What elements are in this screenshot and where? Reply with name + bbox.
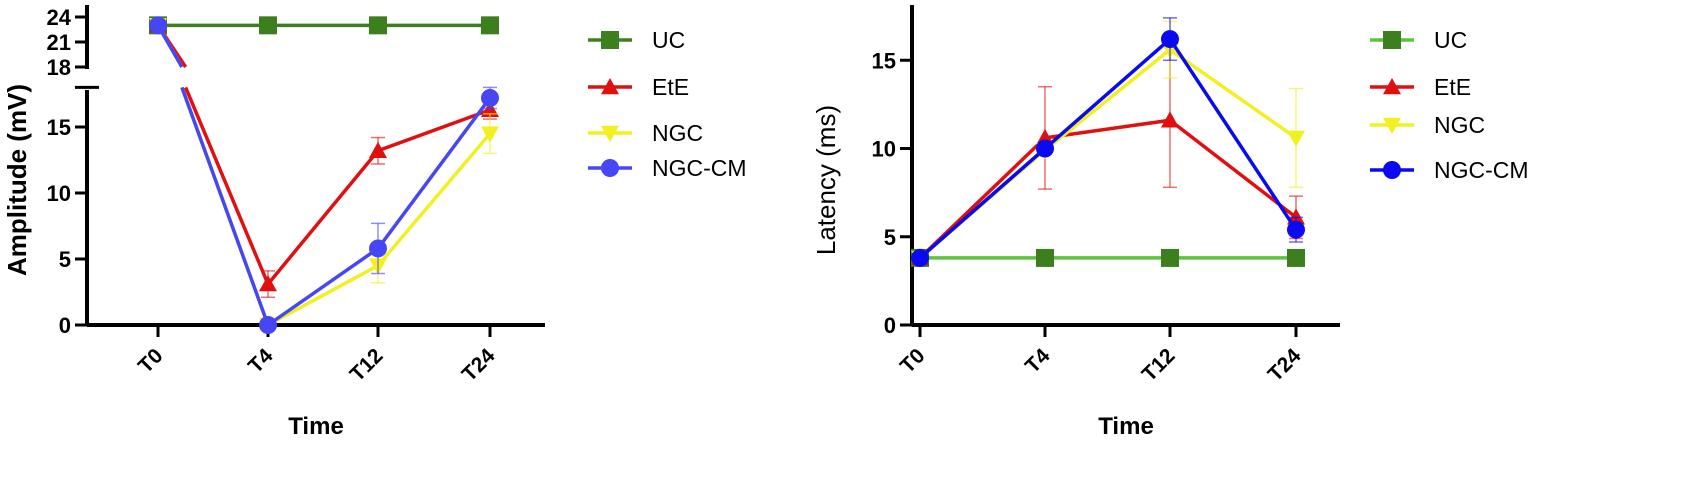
data-point [1161, 30, 1179, 49]
data-point [259, 316, 277, 334]
data-point [911, 248, 929, 267]
legend-item: UC [1370, 27, 1467, 53]
series-line [376, 96, 492, 250]
legend-item: NGC-CM [588, 155, 747, 181]
data-point [1287, 130, 1305, 147]
legend-square-icon [601, 31, 619, 49]
legend-circle-icon [1383, 161, 1401, 179]
legend-label: NGC [1434, 112, 1485, 138]
y-tick-label: 5 [59, 247, 71, 272]
data-point [481, 126, 499, 143]
x-axis-title: Time [1098, 413, 1154, 440]
series-uc [149, 16, 499, 35]
series-line [1168, 118, 1298, 219]
data-point [1036, 139, 1054, 158]
data-point [1287, 220, 1305, 239]
series-line [918, 147, 1047, 260]
legend-triangle-up-icon [601, 78, 619, 95]
legend-item: EtE [1370, 74, 1471, 100]
data-point [259, 275, 277, 292]
data-point [1161, 248, 1179, 267]
legend-item: NGC [1370, 112, 1485, 138]
data-point [369, 16, 387, 35]
legend-item: NGC [588, 120, 703, 146]
series-line [1168, 48, 1298, 140]
x-axis-title: Time [288, 413, 344, 440]
series-ngc [911, 20, 1305, 267]
legend-label: EtE [1434, 74, 1471, 100]
legend-label: NGC-CM [1434, 157, 1529, 183]
series-line [376, 132, 492, 267]
legend-triangle-down-icon [1383, 117, 1401, 134]
data-point [149, 16, 167, 35]
x-tick-label: T4 [244, 344, 278, 378]
y-tick-label: 15 [47, 115, 71, 140]
data-point [481, 88, 499, 107]
legend-label: NGC-CM [652, 155, 747, 181]
data-point [369, 141, 387, 158]
y-axis-title: Latency (ms) [811, 105, 841, 255]
data-point [481, 16, 499, 35]
x-tick-label: T0 [896, 344, 930, 378]
legend-label: UC [1434, 27, 1467, 53]
x-tick-label: T12 [1138, 344, 1180, 386]
legend-item: EtE [588, 74, 689, 100]
series-line [377, 108, 491, 153]
series-uc [911, 248, 1305, 267]
legend-item: UC [588, 27, 685, 53]
y-tick-label: 0 [884, 313, 896, 338]
y-tick-label: 21 [47, 30, 71, 55]
x-tick-label: T24 [1264, 344, 1306, 386]
x-tick-label: T24 [458, 344, 500, 386]
y-tick-label: 10 [47, 181, 71, 206]
y-tick-label: 24 [47, 5, 72, 30]
y-tick-label: 18 [47, 55, 71, 80]
series-line [1043, 48, 1172, 152]
data-point [1036, 248, 1054, 267]
y-tick-label: 5 [884, 225, 896, 250]
latency-chart: 0 5 10 15 T0 T4 T12 T24 Time Latency (ms) UC EtE NGC… [811, 5, 1529, 440]
data-point [1161, 111, 1179, 128]
legend-square-icon [1383, 31, 1401, 49]
legend-circle-icon [601, 159, 619, 177]
y-tick-label: 0 [59, 313, 71, 338]
legend-label: EtE [652, 74, 689, 100]
series-ete [911, 52, 1305, 266]
series-line [1043, 37, 1172, 150]
legend-item: NGC-CM [1370, 157, 1529, 183]
legend-triangle-up-icon [1383, 78, 1401, 95]
legend-label: UC [652, 27, 685, 53]
data-point [1287, 248, 1305, 267]
data-point [259, 16, 277, 35]
series-ngc-cm [911, 17, 1305, 267]
legend-triangle-down-icon [601, 125, 619, 142]
series-ngc-cm [149, 16, 499, 334]
series-line [266, 149, 380, 286]
series-line [184, 86, 270, 285]
series-line [180, 86, 270, 326]
x-tick-label: T4 [1021, 344, 1055, 378]
x-tick-label: T12 [346, 344, 388, 386]
y-tick-label: 15 [872, 48, 896, 73]
series-line [1168, 38, 1298, 231]
series-ete [149, 16, 499, 299]
y-axis-title: Amplitude (mV) [2, 84, 32, 276]
series-line [267, 264, 379, 327]
legend-label: NGC [652, 120, 703, 146]
data-point [369, 239, 387, 258]
x-tick-label: T0 [134, 344, 168, 378]
series-line [267, 247, 379, 327]
y-tick-label: 10 [872, 137, 896, 162]
